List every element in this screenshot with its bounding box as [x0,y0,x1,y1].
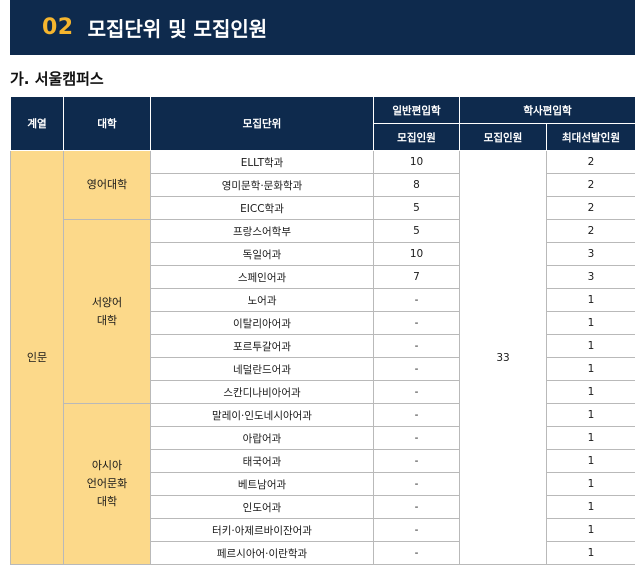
max-selection-cell: 1 [547,404,635,427]
general-quota-cell: - [374,358,460,381]
max-selection-cell: 1 [547,427,635,450]
general-quota-cell: 8 [374,174,460,197]
general-quota-cell: - [374,381,460,404]
general-quota-cell: - [374,335,460,358]
unit-cell: 프랑스어학부 [151,220,374,243]
general-quota-cell: - [374,519,460,542]
general-quota-cell: - [374,289,460,312]
max-selection-cell: 1 [547,542,635,565]
unit-cell: 페르시아어·이란학과 [151,542,374,565]
admission-table: 계열 대학 모집단위 일반편입학 학사편입학 모집인원 모집인원 최대선발인원 … [10,96,635,565]
header-college: 대학 [64,97,151,151]
unit-cell: 노어과 [151,289,374,312]
max-selection-cell: 2 [547,220,635,243]
unit-cell: 태국어과 [151,450,374,473]
bachelor-quota-cell: 33 [460,151,547,565]
unit-cell: 인도어과 [151,496,374,519]
max-selection-cell: 2 [547,174,635,197]
max-selection-cell: 3 [547,243,635,266]
unit-cell: 포르투갈어과 [151,335,374,358]
unit-cell: 스칸디나비아어과 [151,381,374,404]
max-selection-cell: 1 [547,289,635,312]
unit-cell: 아랍어과 [151,427,374,450]
max-selection-cell: 2 [547,151,635,174]
general-quota-cell: 7 [374,266,460,289]
general-quota-cell: 10 [374,243,460,266]
unit-cell: 스페인어과 [151,266,374,289]
max-selection-cell: 3 [547,266,635,289]
general-quota-cell: - [374,450,460,473]
unit-cell: 말레이·인도네시아어과 [151,404,374,427]
general-quota-cell: - [374,496,460,519]
max-selection-cell: 2 [547,197,635,220]
general-quota-cell: - [374,404,460,427]
header-field: 계열 [11,97,64,151]
general-quota-cell: 10 [374,151,460,174]
header-general-quota: 모집인원 [374,124,460,151]
general-quota-cell: - [374,542,460,565]
unit-cell: EICC학과 [151,197,374,220]
max-selection-cell: 1 [547,473,635,496]
max-selection-cell: 1 [547,312,635,335]
unit-cell: 이탈리아어과 [151,312,374,335]
max-selection-cell: 1 [547,450,635,473]
max-selection-cell: 1 [547,335,635,358]
header-bachelor-quota: 모집인원 [460,124,547,151]
general-quota-cell: 5 [374,197,460,220]
header-max-selection: 최대선발인원 [547,124,635,151]
college-cell: 아시아 언어문화 대학 [64,404,151,565]
max-selection-cell: 1 [547,496,635,519]
max-selection-cell: 1 [547,519,635,542]
unit-cell: 영미문학·문화학과 [151,174,374,197]
unit-cell: ELLT학과 [151,151,374,174]
unit-cell: 베트남어과 [151,473,374,496]
general-quota-cell: - [374,427,460,450]
max-selection-cell: 1 [547,381,635,404]
subsection-title: 가. 서울캠퍼스 [10,68,104,89]
general-quota-cell: 5 [374,220,460,243]
general-quota-cell: - [374,312,460,335]
field-cell: 인문 [11,151,64,565]
unit-cell: 독일어과 [151,243,374,266]
college-cell: 서양어 대학 [64,220,151,404]
section-heading: 모집단위 및 모집인원 [88,13,268,42]
general-quota-cell: - [374,473,460,496]
max-selection-cell: 1 [547,358,635,381]
header-general-transfer: 일반편입학 [374,97,460,124]
unit-cell: 터키·아제르바이잔어과 [151,519,374,542]
header-unit: 모집단위 [151,97,374,151]
unit-cell: 네덜란드어과 [151,358,374,381]
header-bachelor-transfer: 학사편입학 [460,97,635,124]
college-cell: 영어대학 [64,151,151,220]
section-number: 02 [42,15,74,40]
section-banner: 02 모집단위 및 모집인원 [10,0,635,55]
